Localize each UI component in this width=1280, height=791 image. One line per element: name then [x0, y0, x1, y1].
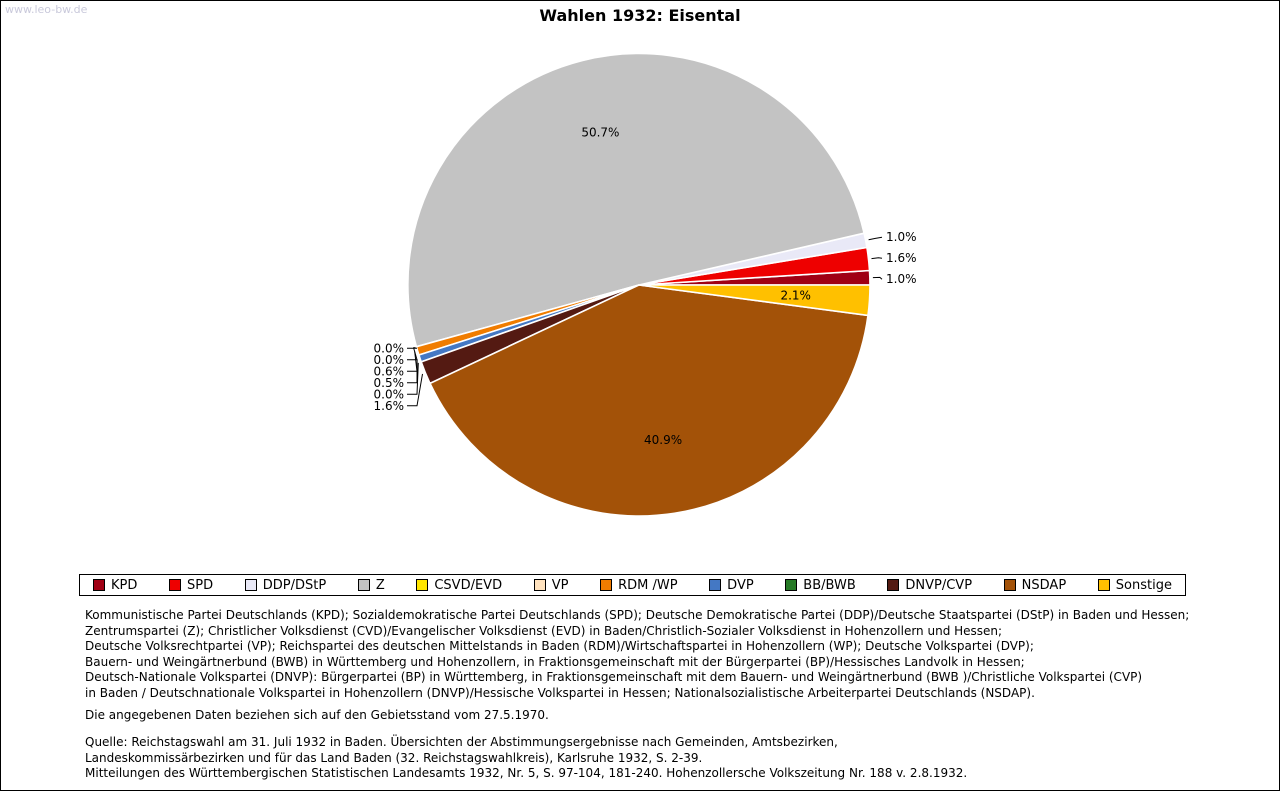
- legend-swatch-nsdap: [1003, 579, 1016, 591]
- source-note: Quelle: Reichstagswahl am 31. Juli 1932 …: [85, 735, 1269, 782]
- legend-label: DDP/DStP: [262, 577, 327, 593]
- legend-label: Z: [375, 577, 385, 593]
- legend-label: Sonstige: [1115, 577, 1172, 593]
- legend-swatch-sonstige: [1097, 579, 1110, 591]
- legend-item-sonstige: Sonstige: [1097, 577, 1172, 593]
- leader-line: [407, 362, 419, 395]
- legend-label: VP: [551, 577, 569, 593]
- leader-line: [407, 347, 418, 349]
- note-line: Mitteilungen des Württembergischen Stati…: [85, 766, 968, 781]
- territorial-status-note: Die angegebenen Daten beziehen sich auf …: [85, 707, 549, 722]
- note-line: Deutsch-Nationale Volkspartei (DNVP): Bü…: [85, 670, 1143, 685]
- leader-line: [871, 257, 883, 260]
- legend-item-rdm-wp: RDM /WP: [600, 577, 678, 593]
- chart-title: Wahlen 1932: Eisental: [539, 6, 741, 25]
- legend-swatch-dvp: [709, 579, 722, 591]
- legend-swatch-kpd: [93, 579, 105, 591]
- legend-swatch-bb-bwb: [785, 579, 798, 591]
- leader-line: [407, 373, 423, 407]
- legend-label: DNVP/CVP: [905, 577, 973, 593]
- leader-line: [868, 236, 883, 241]
- note-line: Landeskommissärbezirken und für das Land…: [85, 750, 703, 765]
- pie-label-z: 50.7%: [581, 126, 619, 140]
- legend-item-spd: SPD: [169, 578, 213, 593]
- pie-label-rdm-wp: 0.6%: [374, 364, 405, 378]
- note-line: Deutsche Volksrechtpartei (VP); Reichspa…: [85, 639, 1034, 654]
- pie-label-dnvp-cvp: 1.6%: [374, 399, 405, 413]
- pie-label-kpd: 1.0%: [886, 272, 917, 286]
- site-watermark: www.leo-bw.de: [5, 3, 88, 16]
- legend-label: SPD: [187, 577, 214, 593]
- pie-label-bb-bwb: 0.0%: [374, 387, 405, 401]
- pie-chart: 50.7%40.9%2.1%1.0%1.6%1.0%0.0%0.0%0.6%0.…: [374, 52, 917, 517]
- legend-item-dvp: DVP: [709, 578, 754, 593]
- note-line: Bauern- und Weingärtnerbund (BWB) in Wür…: [85, 654, 1025, 669]
- legend-item-kpd: KPD: [93, 578, 137, 593]
- note-line: in Baden / Deutschnationale Volkspartei …: [85, 685, 1035, 700]
- pie-label-spd: 1.6%: [886, 251, 917, 265]
- note-line: Zentrumspartei (Z); Christlicher Volksdi…: [85, 623, 1003, 638]
- legend-item-bb-bwb: BB/BWB: [785, 577, 856, 593]
- legend-swatch-ddp-dstp: [244, 579, 257, 591]
- legend-item-csvd-evd: CSVD/EVD: [416, 578, 502, 593]
- pie-slice-z: [407, 52, 866, 348]
- legend-label: RDM /WP: [618, 577, 678, 593]
- note-line: Kommunistische Partei Deutschlands (KPD)…: [85, 608, 1190, 622]
- pie-label-vp: 0.0%: [374, 353, 405, 367]
- leader-line: [872, 276, 883, 280]
- legend-label: CSVD/EVD: [434, 577, 503, 593]
- note-line: Quelle: Reichstagswahl am 31. Juli 1932 …: [85, 735, 838, 750]
- pie-slice-sonstige: [638, 284, 871, 317]
- legend-swatch-dnvp-cvp: [887, 579, 900, 591]
- legend-label: KPD: [111, 577, 138, 593]
- pie-label-dvp: 0.5%: [374, 376, 405, 390]
- legend-swatch-rdm-wp: [600, 579, 613, 591]
- legend-item-ddp-dstp: DDP/DStP: [244, 577, 327, 593]
- notes-section: Kommunistische Partei Deutschlands (KPD)…: [85, 608, 1269, 782]
- pie-label-ddp-dstp: 1.0%: [886, 230, 917, 244]
- leader-line: [407, 351, 418, 372]
- legend-swatch-z: [357, 579, 370, 591]
- pie-label-nsdap: 40.9%: [644, 433, 682, 447]
- legend-item-vp: VP: [533, 577, 569, 593]
- legend-item-dnvp-cvp: DNVP/CVP: [887, 578, 972, 593]
- legend-item-z: Z: [357, 577, 385, 593]
- legend-swatch-vp: [533, 579, 546, 591]
- pie-label-sonstige: 2.1%: [780, 288, 811, 302]
- party-abbreviations-note: Kommunistische Partei Deutschlands (KPD)…: [85, 608, 1269, 702]
- legend-swatch-spd: [169, 579, 181, 591]
- legend-swatch-csvd-evd: [416, 579, 429, 591]
- legend-label: DVP: [727, 577, 754, 593]
- chart-legend: KPD SPD DDP/DStP Z CSVD/EVD VP RDM /WP DVP BB/BW…: [79, 574, 1186, 596]
- legend-label: NSDAP: [1021, 577, 1067, 593]
- pie-label-csvd-evd: 0.0%: [374, 341, 405, 355]
- legend-label: BB/BWB: [803, 577, 856, 593]
- legend-item-nsdap: NSDAP: [1003, 577, 1067, 593]
- pie-slice-nsdap: [428, 284, 869, 517]
